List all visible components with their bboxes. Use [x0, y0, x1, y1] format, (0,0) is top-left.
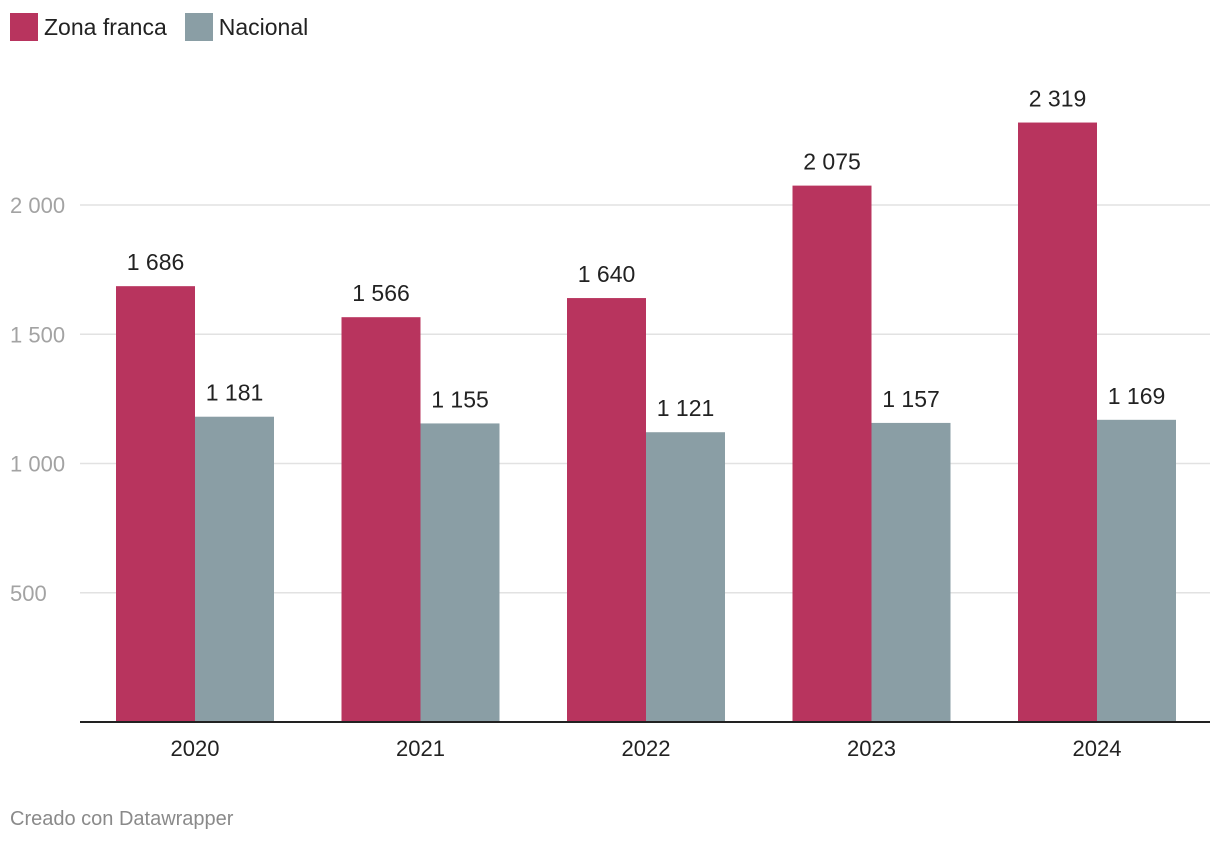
y-tick-label: 1 000 — [10, 452, 65, 477]
y-tick-label: 2 000 — [10, 193, 65, 218]
bar — [195, 416, 274, 722]
y-tick-label: 500 — [10, 581, 47, 606]
bar — [116, 286, 195, 722]
legend-label-nacional: Nacional — [218, 13, 309, 40]
legend-swatch-zona-franca — [10, 13, 38, 41]
data-label: 1 121 — [657, 395, 715, 421]
data-label: 1 566 — [352, 280, 410, 306]
x-tick-label: 2020 — [171, 736, 220, 761]
footer-credit: Creado con Datawrapper — [10, 808, 234, 830]
bar — [567, 298, 646, 722]
data-label: 1 640 — [578, 261, 636, 287]
data-label: 2 075 — [803, 149, 861, 175]
y-tick-label: 1 500 — [10, 322, 65, 347]
x-tick-label: 2024 — [1073, 736, 1122, 761]
data-label: 1 155 — [431, 386, 489, 412]
bar — [341, 317, 421, 722]
x-tick-label: 2023 — [847, 736, 896, 761]
legend-swatch-nacional — [184, 13, 213, 41]
legend-item-zona-franca: Zona franca — [10, 13, 167, 41]
x-tick-label: 2022 — [622, 736, 671, 761]
bar — [792, 185, 872, 723]
data-label: 1 169 — [1108, 383, 1166, 409]
legend-label-zona-franca: Zona franca — [44, 13, 167, 40]
data-label: 1 686 — [127, 249, 185, 275]
bar — [871, 422, 951, 722]
bar — [1097, 419, 1176, 722]
legend-item-nacional: Nacional — [184, 13, 309, 41]
legend: Zona franca Nacional — [10, 13, 326, 41]
bar-chart: 500 1 000 1 500 2 000 1 686 1 181 2020 1 566 1 1… — [10, 86, 1210, 761]
bar — [646, 432, 725, 722]
data-label: 1 157 — [882, 386, 940, 412]
data-label: 2 319 — [1029, 86, 1087, 112]
data-label: 1 181 — [206, 380, 264, 406]
bar — [420, 423, 500, 722]
x-tick-label: 2021 — [396, 736, 445, 761]
bar — [1018, 122, 1097, 722]
